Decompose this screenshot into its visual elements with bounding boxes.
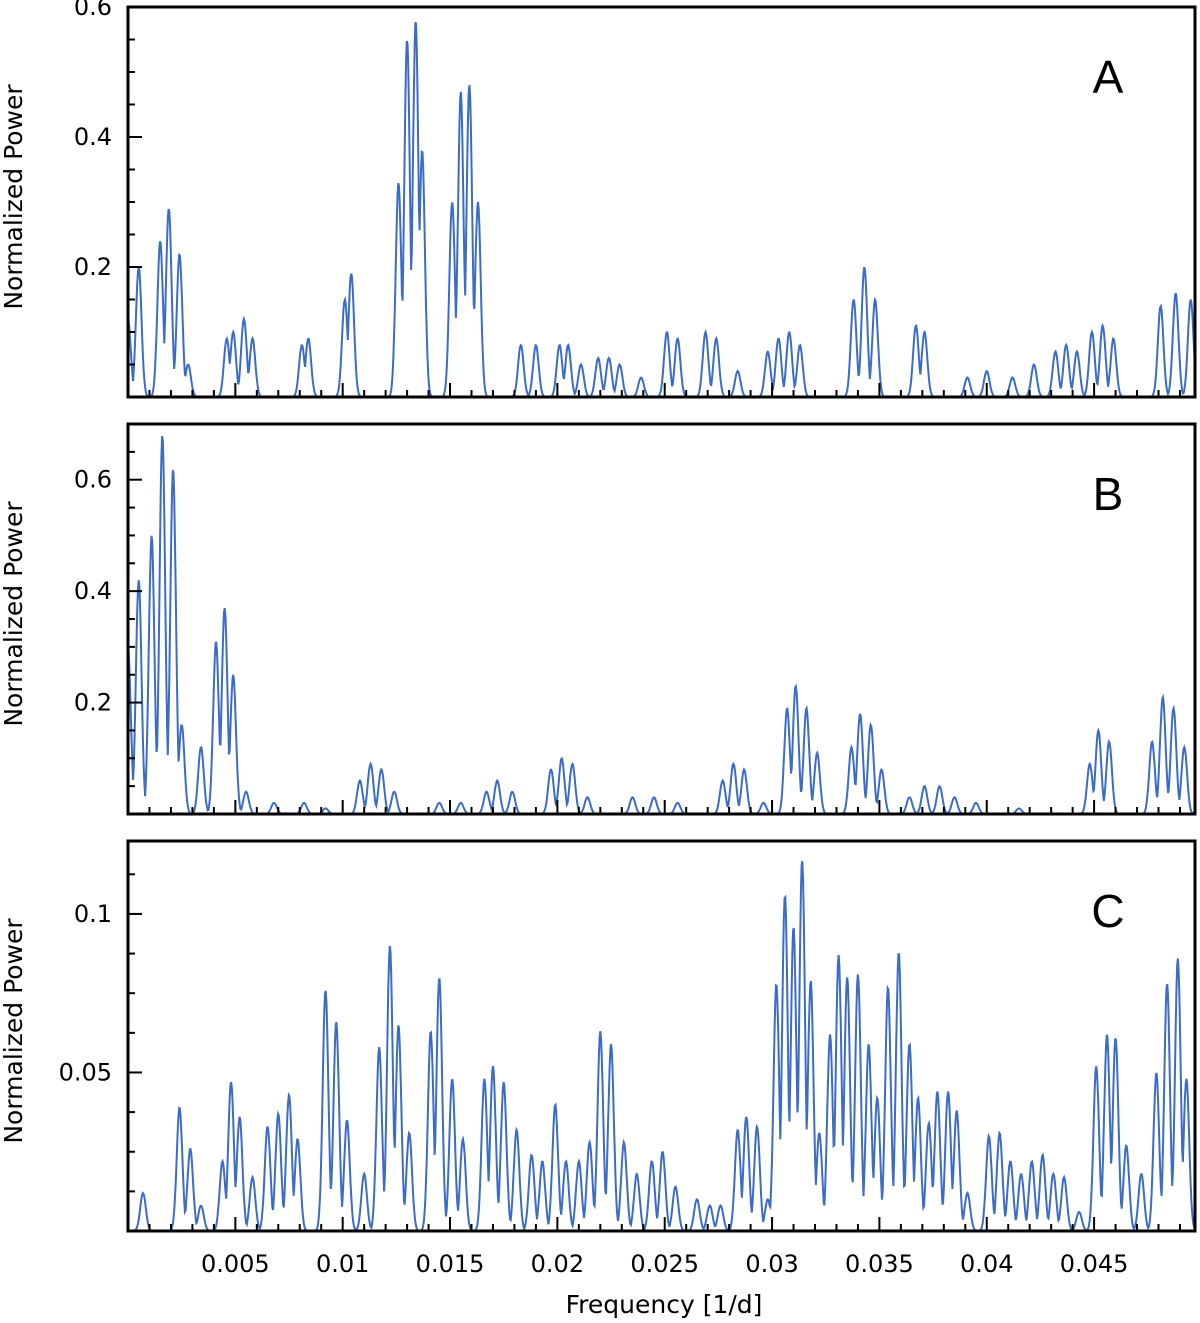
panel-b-curve [127, 436, 1196, 815]
panel-a-frame [126, 5, 1197, 399]
panel-b-ytick-label-1: 0.4 [74, 577, 112, 605]
xtick-label-3: 0.02 [531, 1250, 584, 1278]
xtick-label-7: 0.04 [960, 1250, 1013, 1278]
panel-c-ytick-label-1: 0.1 [74, 900, 112, 928]
panel-a-x-ticks [148, 383, 1181, 397]
xtick-label-0: 0.005 [201, 1250, 270, 1278]
panel-a-label: A [1093, 51, 1124, 103]
panel-c: C Normalized Power 0.05 0.1 [0, 839, 1197, 1233]
xtick-label-6: 0.035 [845, 1250, 914, 1278]
panel-a-ytick-label-0: 0.2 [74, 253, 112, 281]
panel-a-ylabel: Normalized Power [0, 84, 28, 310]
panel-b-ylabel: Normalized Power [0, 501, 28, 727]
panel-a-ytick-label-1: 0.4 [74, 123, 112, 151]
panel-c-curve [128, 861, 1196, 1233]
panel-b: B Normalized Power 0.2 0.4 0.6 [0, 422, 1197, 816]
panel-b-ytick-label-0: 0.2 [74, 689, 112, 717]
x-axis-label: Frequency [1/d] [566, 1290, 763, 1319]
panel-b-label: B [1093, 468, 1124, 520]
panel-a-curve [127, 21, 1196, 398]
panel-c-label: C [1091, 885, 1124, 937]
panel-c-frame [126, 839, 1197, 1233]
panel-b-frame [126, 422, 1197, 816]
xtick-label-8: 0.045 [1060, 1250, 1129, 1278]
x-tick-labels: 0.005 0.01 0.015 0.02 0.025 0.03 0.035 0… [201, 1250, 1128, 1278]
panel-a-y-ticks [128, 38, 142, 366]
xtick-label-5: 0.03 [745, 1250, 798, 1278]
panel-a-ytick-label-2: 0.6 [74, 0, 112, 21]
panel-c-y-ticks [128, 873, 142, 1193]
xtick-label-2: 0.015 [416, 1250, 485, 1278]
xtick-label-1: 0.01 [316, 1250, 369, 1278]
xtick-label-4: 0.025 [630, 1250, 699, 1278]
panel-b-ytick-label-2: 0.6 [74, 466, 112, 494]
panel-a: A Normalized Power 0.2 0.4 0.6 [0, 0, 1197, 399]
panel-c-ytick-label-0: 0.05 [59, 1058, 112, 1086]
panel-c-ylabel: Normalized Power [0, 918, 28, 1144]
